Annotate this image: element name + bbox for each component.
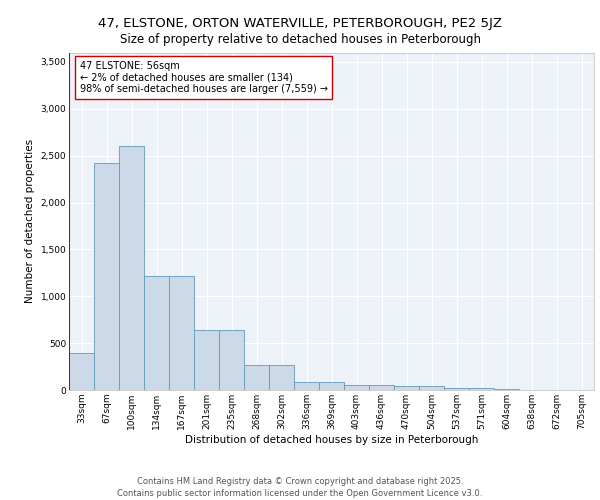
Bar <box>294 382 319 390</box>
Y-axis label: Number of detached properties: Number of detached properties <box>25 139 35 304</box>
Bar <box>419 386 444 390</box>
Bar <box>344 385 369 390</box>
Bar <box>469 388 494 390</box>
Bar <box>244 364 269 390</box>
Bar <box>269 364 294 390</box>
Bar <box>94 163 119 390</box>
Bar <box>394 386 419 390</box>
Text: 47, ELSTONE, ORTON WATERVILLE, PETERBOROUGH, PE2 5JZ: 47, ELSTONE, ORTON WATERVILLE, PETERBORO… <box>98 18 502 30</box>
Text: Contains HM Land Registry data © Crown copyright and database right 2025.
Contai: Contains HM Land Registry data © Crown c… <box>118 476 482 498</box>
Bar <box>494 389 519 390</box>
Text: 47 ELSTONE: 56sqm
← 2% of detached houses are smaller (134)
98% of semi-detached: 47 ELSTONE: 56sqm ← 2% of detached house… <box>79 61 328 94</box>
Bar <box>194 330 219 390</box>
Bar <box>444 388 469 390</box>
Text: Size of property relative to detached houses in Peterborough: Size of property relative to detached ho… <box>119 32 481 46</box>
Bar <box>219 330 244 390</box>
Bar <box>119 146 144 390</box>
Bar <box>319 382 344 390</box>
X-axis label: Distribution of detached houses by size in Peterborough: Distribution of detached houses by size … <box>185 434 478 444</box>
Bar <box>369 385 394 390</box>
Bar <box>144 276 169 390</box>
Bar <box>69 354 94 390</box>
Bar <box>169 276 194 390</box>
